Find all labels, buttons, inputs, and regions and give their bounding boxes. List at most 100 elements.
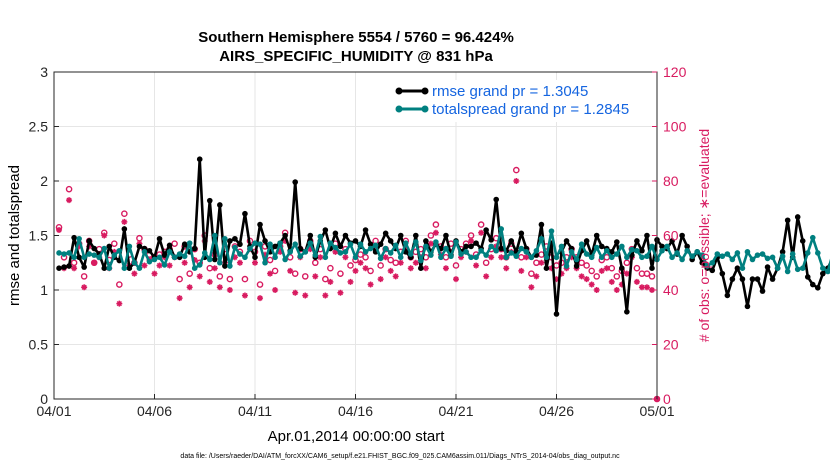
obs-evaluated-marker bbox=[121, 218, 128, 225]
obs-possible-marker bbox=[452, 262, 460, 269]
x-axis-label: Apr.01,2014 00:00:00 start bbox=[268, 428, 446, 445]
y-right-tick-label: 60 bbox=[663, 228, 679, 244]
totalspread-point bbox=[136, 265, 143, 272]
obs-evaluated-marker bbox=[362, 265, 369, 272]
totalspread-point bbox=[196, 262, 203, 268]
totalspread-point bbox=[624, 254, 630, 261]
legend-box bbox=[392, 80, 648, 122]
totalspread-point bbox=[573, 256, 580, 263]
obs-evaluated-marker bbox=[66, 197, 73, 204]
totalspread-point bbox=[694, 249, 700, 255]
obs-possible-marker bbox=[171, 240, 178, 247]
obs-evaluated-marker bbox=[76, 243, 83, 250]
obs-evaluated-marker bbox=[357, 259, 364, 266]
totalspread-point bbox=[347, 241, 354, 248]
totalspread-point bbox=[397, 254, 404, 261]
totalspread-point bbox=[362, 249, 369, 255]
rmse-point bbox=[262, 238, 268, 244]
obs-evaluated-marker bbox=[583, 276, 590, 283]
totalspread-point bbox=[779, 253, 786, 260]
obs-possible-marker bbox=[442, 253, 450, 261]
chart-title-line-2: AIRS_SPECIFIC_HUMIDITY @ 831 hPa bbox=[219, 48, 493, 65]
totalspread-point bbox=[729, 256, 736, 263]
totalspread-point bbox=[307, 240, 314, 246]
rmse-point bbox=[809, 281, 816, 288]
rmse-point bbox=[56, 265, 62, 272]
rmse-point bbox=[463, 243, 469, 250]
totalspread-point bbox=[367, 245, 374, 252]
rmse-point bbox=[423, 238, 429, 244]
totalspread-point bbox=[262, 259, 268, 266]
totalspread-point bbox=[181, 253, 188, 260]
rmse-point bbox=[206, 197, 213, 204]
obs-evaluated-marker bbox=[382, 254, 389, 261]
totalspread-point bbox=[749, 256, 756, 263]
rmse-point bbox=[307, 232, 314, 239]
totalspread-point bbox=[302, 249, 309, 255]
obs-possible-marker bbox=[65, 185, 73, 193]
totalspread-point bbox=[679, 256, 685, 263]
totalspread-point bbox=[352, 254, 359, 261]
obs-possible-marker bbox=[623, 259, 631, 267]
totalspread-point bbox=[171, 254, 178, 261]
totalspread-point bbox=[438, 254, 444, 261]
obs-evaluated-marker bbox=[453, 276, 459, 283]
totalspread-point bbox=[402, 240, 409, 246]
rmse-point bbox=[61, 264, 67, 270]
rmse-point bbox=[639, 247, 645, 254]
grid-layer bbox=[54, 72, 657, 399]
obs-evaluated-marker bbox=[377, 276, 384, 283]
obs-evaluated-marker bbox=[498, 254, 505, 261]
totalspread-point bbox=[166, 249, 173, 255]
rmse-point bbox=[729, 276, 736, 282]
rmse-point bbox=[483, 227, 489, 233]
totalspread-point bbox=[407, 251, 414, 257]
rmse-point bbox=[744, 303, 751, 310]
totalspread-point bbox=[327, 240, 334, 246]
legend-spread-label: totalspread grand pr = 1.2845 bbox=[432, 101, 629, 118]
obs-evaluated-marker bbox=[277, 248, 284, 255]
totalspread-point bbox=[448, 253, 454, 260]
totalspread-point bbox=[759, 251, 766, 257]
totalspread-point bbox=[141, 249, 148, 255]
obs-possible-marker bbox=[518, 253, 525, 261]
totalspread-point bbox=[131, 259, 138, 266]
totalspread-point bbox=[428, 252, 434, 258]
totalspread-point bbox=[357, 241, 364, 248]
obs-evaluated-marker bbox=[623, 270, 630, 277]
totalspread-point bbox=[714, 251, 721, 257]
obs-evaluated-marker bbox=[166, 262, 173, 269]
totalspread-point bbox=[774, 265, 781, 272]
rmse-point bbox=[136, 243, 143, 250]
totalspread-point bbox=[593, 244, 600, 251]
obs-evaluated-marker bbox=[292, 289, 299, 296]
obs-possible-marker bbox=[482, 259, 490, 267]
obs-evaluated-marker bbox=[603, 265, 610, 272]
x-tick-label: 04/16 bbox=[338, 403, 373, 419]
y-right-tick-label: 20 bbox=[663, 337, 679, 353]
rmse-point bbox=[538, 221, 545, 228]
x-tick-label: 05/01 bbox=[639, 403, 674, 419]
totalspread-point bbox=[473, 254, 479, 261]
totalspread-point bbox=[724, 251, 731, 257]
rmse-point bbox=[166, 242, 173, 249]
y-right-tick-label: 80 bbox=[663, 173, 679, 189]
rmse-point bbox=[669, 238, 675, 244]
obs-evaluated-marker bbox=[56, 227, 63, 234]
totalspread-point bbox=[61, 251, 67, 257]
obs-evaluated-marker bbox=[633, 278, 640, 285]
obs-evaluated-marker bbox=[523, 254, 530, 261]
totalspread-point bbox=[151, 256, 158, 263]
obs-evaluated-marker bbox=[337, 289, 344, 296]
obs-possible-marker bbox=[111, 240, 118, 247]
totalspread-point bbox=[583, 251, 590, 257]
totalspread-point bbox=[483, 252, 489, 258]
obs-evaluated-marker bbox=[312, 273, 319, 280]
obs-evaluated-marker bbox=[211, 265, 218, 272]
totalspread-point bbox=[257, 241, 263, 248]
y-left-tick-label: 0 bbox=[40, 391, 48, 407]
obs-evaluated-marker bbox=[252, 259, 258, 266]
rmse-point bbox=[342, 232, 349, 239]
totalspread-point bbox=[116, 247, 123, 254]
